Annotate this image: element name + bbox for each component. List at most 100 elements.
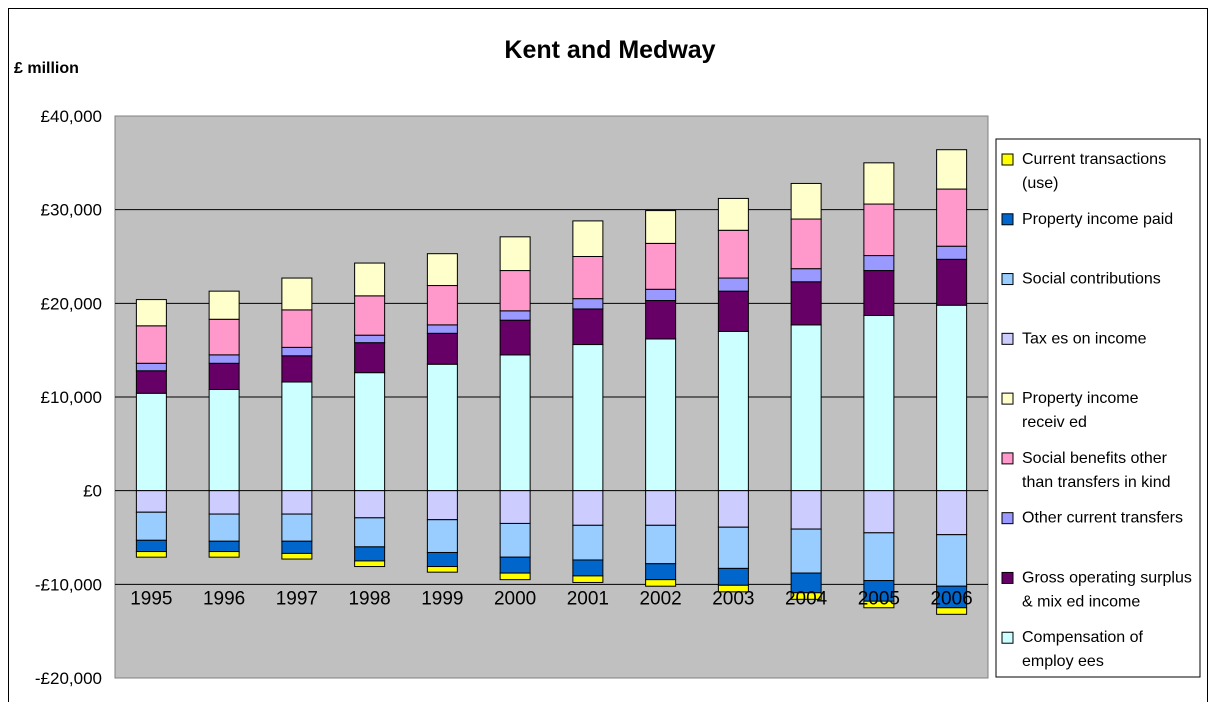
bar-segment	[426, 490, 458, 521]
legend-swatch	[1001, 213, 1014, 226]
bar-segment	[936, 490, 968, 536]
bar-segment	[135, 490, 167, 513]
unit-label: £ million	[14, 60, 79, 77]
bar-segment	[645, 524, 677, 565]
bar-segment	[936, 607, 968, 615]
bar-segment	[426, 566, 458, 573]
bar-segment	[790, 218, 822, 270]
legend-swatch	[1001, 571, 1014, 584]
bar-segment	[208, 318, 240, 356]
bar-segment	[572, 308, 604, 346]
bar-segment	[135, 392, 167, 492]
legend: Current transactions (use) Property income…	[995, 138, 1201, 678]
bar-segment	[717, 229, 749, 279]
bar-segment	[572, 524, 604, 561]
bar-segment	[426, 519, 458, 553]
bar-segment	[499, 572, 531, 581]
bar-segment	[790, 324, 822, 492]
bar-segment	[135, 511, 167, 541]
bar-segment	[863, 162, 895, 205]
bar-segment	[281, 490, 313, 515]
bar-segment	[572, 559, 604, 577]
bar-segment	[354, 372, 386, 492]
bar-segment	[645, 210, 677, 244]
x-tick-label: 2005	[858, 588, 900, 609]
bar-segment	[717, 330, 749, 492]
y-tick-label: -£10,000	[35, 575, 102, 594]
bar-segment	[426, 332, 458, 365]
y-tick-label: £30,000	[41, 201, 102, 220]
bar-segment	[354, 490, 386, 519]
x-tick-label: 2006	[930, 588, 972, 609]
x-tick-label: 2001	[567, 588, 609, 609]
bar-segment	[936, 188, 968, 247]
legend-label: Gross operating surplus	[1022, 569, 1192, 586]
legend-label: than transfers in kind	[1022, 474, 1171, 491]
bar-segment	[499, 270, 531, 312]
bar-segment	[936, 534, 968, 587]
y-tick-label: £40,000	[41, 107, 102, 126]
bar-segment	[790, 528, 822, 574]
bar-segment	[645, 242, 677, 290]
bar-segment	[135, 370, 167, 394]
bar-segment	[936, 149, 968, 190]
bar-segment	[572, 220, 604, 257]
bar-segment	[717, 277, 749, 292]
bar-segment	[572, 256, 604, 300]
y-axis-ticks: £40,000 £30,000 £20,000 £10,000 £0 -£10,000 -£…	[35, 107, 102, 688]
legend-label: receiv ed	[1022, 414, 1087, 431]
bar-segment	[645, 338, 677, 492]
bar-segment	[499, 522, 531, 558]
bar-segment	[790, 268, 822, 283]
legend-swatch	[1001, 631, 1014, 644]
x-tick-label: 1995	[130, 588, 172, 609]
x-tick-label: 1998	[348, 588, 390, 609]
bar-segment	[499, 556, 531, 574]
bar-segment	[499, 310, 531, 321]
bar-segment	[645, 579, 677, 587]
bar-segment	[208, 513, 240, 542]
bar-segment	[790, 182, 822, 220]
legend-label: Social contributions	[1022, 271, 1161, 288]
bar-segment	[208, 490, 240, 515]
legend-swatch	[1001, 392, 1014, 405]
bar-segment	[645, 300, 677, 340]
bar-segment	[499, 236, 531, 272]
bar-segment	[499, 490, 531, 524]
bar-segment	[135, 325, 167, 364]
y-tick-label: £10,000	[41, 388, 102, 407]
bar-segment	[281, 552, 313, 560]
legend-swatch	[1001, 153, 1014, 166]
bar-segment	[863, 490, 895, 534]
bar-segment	[645, 563, 677, 581]
bar-segment	[717, 584, 749, 593]
legend-label: & mix ed income	[1022, 593, 1140, 610]
bar-segment	[354, 334, 386, 344]
legend-label: Social benefits other	[1022, 450, 1168, 467]
bar-segment	[426, 324, 458, 334]
bar-segment	[790, 490, 822, 530]
x-axis-ticks: 1995 1996 1997 1998 1999 2000 2001 2002 2003 2004…	[130, 588, 973, 609]
legend-swatch	[1001, 332, 1014, 345]
legend-box	[995, 138, 1201, 678]
legend-label: Current transactions	[1022, 151, 1166, 168]
bar-segment	[572, 298, 604, 310]
x-tick-label: 1997	[276, 588, 318, 609]
bar-segment	[426, 253, 458, 287]
bar-segment	[281, 540, 313, 554]
bar-segment	[281, 309, 313, 348]
bar-segment	[281, 513, 313, 542]
x-tick-label: 2004	[785, 588, 828, 609]
legend-label: employ ees	[1022, 653, 1104, 670]
bar-segment	[208, 362, 240, 391]
grid-lines	[115, 209, 988, 585]
bar-segment	[863, 532, 895, 582]
bar-segment	[208, 290, 240, 320]
bar-segment	[426, 363, 458, 492]
bar-segment	[354, 517, 386, 548]
bar-segment	[208, 540, 240, 553]
bar-segment	[135, 362, 167, 372]
bar-segment	[281, 346, 313, 357]
bar-segment	[499, 319, 531, 356]
